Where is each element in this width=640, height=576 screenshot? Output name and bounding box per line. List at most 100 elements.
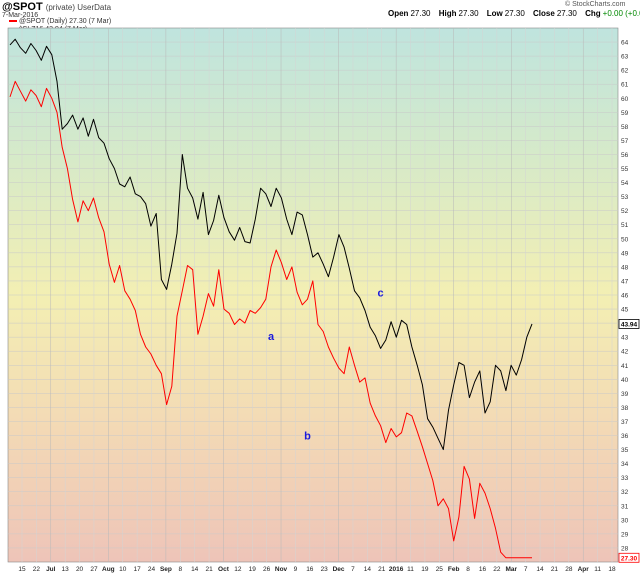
last-value-label-primary: 27.30 [618, 552, 640, 563]
high-value: 27.30 [458, 9, 479, 18]
x-tick-label: 18 [608, 566, 616, 573]
x-tick-label: 16 [306, 566, 314, 573]
series-line-spot [9, 80, 532, 559]
y-tick-label: 46 [621, 293, 629, 300]
x-axis: 15 22 Jul 13 20 27 Aug 10 17 24 Sep 8 14 21 Oct 12 19 26 N… [18, 566, 616, 573]
last-value-label-primary-box [618, 552, 640, 563]
x-tick-label: 16 [479, 566, 487, 573]
open-label: Open [388, 9, 409, 18]
last-value-label-secondary-text: 43.94 [621, 321, 638, 328]
open-value: 27.30 [410, 9, 431, 18]
y-tick-label: 54 [621, 180, 629, 187]
legend-entry-primary: @SPOT (Daily) 27.30 (7 Mar) [9, 18, 111, 26]
x-tick-label: 8 [466, 566, 470, 573]
last-value-label-primary-text: 27.30 [621, 555, 638, 562]
x-tick-label: Aug [102, 566, 115, 573]
symbol-qualifier: (private) UserData [45, 3, 112, 12]
x-tick-label: Oct [218, 566, 230, 573]
annotations: a b c [268, 287, 384, 442]
x-tick-label: 25 [436, 566, 444, 573]
legend-swatch-primary [9, 20, 17, 23]
y-tick-label: 45 [621, 307, 629, 314]
x-tick-label: 8 [178, 566, 182, 573]
grid-lines [8, 28, 618, 562]
x-tick-label: 9 [294, 566, 298, 573]
x-tick-label: 14 [364, 566, 372, 573]
y-tick-label: 64 [621, 40, 629, 47]
x-tick-label: 7 [524, 566, 528, 573]
y-tick-label: 62 [621, 68, 629, 75]
y-tick-label: 50 [621, 236, 629, 243]
chg-value: +0.00 (+0.00%) [602, 9, 640, 18]
y-tick-label: 51 [621, 222, 629, 229]
y-tick-label: 58 [621, 124, 629, 131]
last-value-label-secondary: 43.94 [618, 319, 640, 329]
y-tick-label: 42 [621, 349, 629, 356]
y-tick-label: 59 [621, 110, 629, 117]
y-tick-label: 49 [621, 250, 629, 257]
x-tick-label: 22 [493, 566, 501, 573]
brand-label[interactable]: © StockCharts.com [565, 1, 626, 8]
x-tick-label: 20 [76, 566, 84, 573]
wave-label-a: a [268, 331, 275, 343]
x-tick-label: 7 [351, 566, 355, 573]
x-tick-label: 14 [536, 566, 544, 573]
y-tick-label: 37 [621, 419, 629, 426]
x-tick-label: 23 [321, 566, 329, 573]
x-tick-label: 11 [594, 566, 601, 573]
x-tick-label: 21 [205, 566, 213, 573]
x-tick-label: 19 [249, 566, 257, 573]
y-tick-label: 31 [621, 503, 629, 510]
y-tick-label: 53 [621, 194, 629, 201]
y-tick-label: 57 [621, 138, 629, 145]
y-tick-label: 38 [621, 405, 629, 412]
x-tick-label: Nov [275, 566, 288, 573]
y-tick-label: 33 [621, 475, 629, 482]
x-tick-label: Sep [160, 566, 172, 573]
x-tick-label: 13 [62, 566, 70, 573]
wave-label-c: c [378, 287, 384, 299]
legend-label-primary: @SPOT (Daily) 27.30 (7 Mar) [19, 18, 112, 25]
ohlc-readout: Open 27.30 High 27.30 Low 27.30 Close 27.30 … [388, 9, 640, 18]
close-label: Close [533, 9, 555, 18]
x-tick-label: 26 [263, 566, 271, 573]
x-tick-label: 19 [421, 566, 429, 573]
y-axis: 2829303132333435363738394041424344454647… [618, 40, 640, 563]
x-tick-label: 12 [234, 566, 242, 573]
y-tick-label: 43 [621, 335, 629, 342]
y-tick-label: 36 [621, 433, 629, 440]
y-tick-label: 28 [621, 545, 629, 552]
high-label: High [438, 9, 457, 18]
y-tick-label: 56 [621, 152, 629, 159]
chart-header: @SPOT (private) UserData 7-Mar-2016 Open 2… [0, 0, 640, 36]
y-tick-label: 39 [621, 391, 629, 398]
x-tick-label: Jul [46, 566, 56, 573]
y-tick-label: 40 [621, 377, 629, 384]
x-tick-label: Apr [578, 566, 590, 573]
symbol-label: @SPOT [2, 1, 43, 13]
low-label: Low [486, 9, 503, 18]
x-tick-label: 17 [134, 566, 142, 573]
x-tick-label: 21 [378, 566, 386, 573]
x-tick-label: 15 [18, 566, 26, 573]
x-tick-label: 2016 [389, 566, 404, 573]
y-tick-label: 52 [621, 208, 629, 215]
y-tick-label: 29 [621, 531, 629, 538]
last-value-label-secondary-box [618, 319, 640, 329]
y-tick-label: 30 [621, 517, 629, 524]
close-value: 27.30 [556, 9, 577, 18]
wave-label-b: b [304, 431, 311, 443]
y-tick-label: 47 [621, 278, 629, 285]
y-tick-label: 55 [621, 166, 629, 173]
series-line-clz16 [9, 38, 533, 451]
x-tick-label: 27 [90, 566, 98, 573]
x-tick-label: Dec [333, 566, 345, 573]
y-tick-label: 32 [621, 489, 629, 496]
y-tick-label: 48 [621, 264, 629, 271]
x-tick-label: 14 [191, 566, 199, 573]
y-tick-label: 34 [621, 461, 629, 468]
x-tick-label: 21 [551, 566, 559, 573]
y-tick-label: 41 [621, 363, 629, 370]
x-tick-label: 24 [148, 566, 156, 573]
